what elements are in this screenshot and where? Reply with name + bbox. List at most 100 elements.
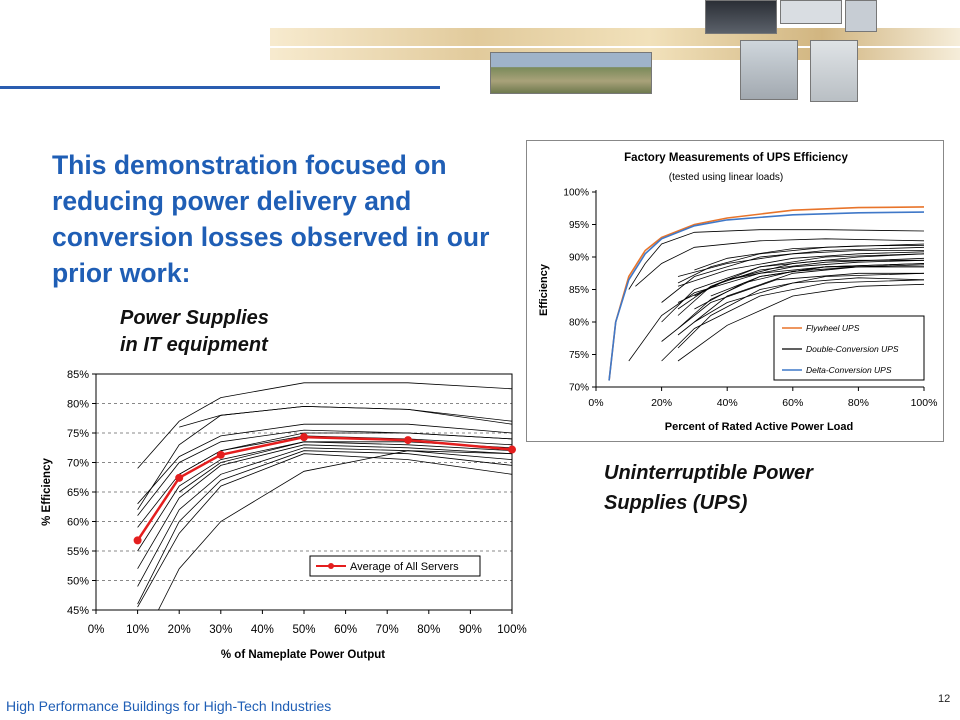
ups-y-tick-label: 100% [563, 188, 589, 199]
ups-double-line [635, 238, 925, 287]
ps-server-line [137, 444, 513, 569]
ps-legend-marker [328, 563, 334, 569]
ups-double-line [677, 251, 925, 287]
ps-x-tick-labels: 0% 10% 20% 30% 40% 50% 60% 70% 80% 90% 100% [88, 610, 527, 636]
ups-double-line [677, 257, 925, 310]
banner-photo-lab [780, 0, 842, 24]
ups-efficiency-chart: Factory Measurements of UPS Efficiency (… [526, 140, 944, 442]
ps-server-line [137, 441, 513, 552]
ups-double-line [677, 250, 924, 277]
ps-series-average-line [136, 435, 513, 542]
ps-average-series [133, 433, 516, 545]
banner-photo-equipment [845, 0, 877, 32]
it-equipment-label: Power Supplies in IT equipment [120, 305, 269, 359]
ups-x-tick-label: 100% [911, 397, 938, 409]
ps-x-tick-label: 100% [497, 624, 526, 636]
ups-legend: Flywheel UPS Double-Conversion UPS Delta… [773, 315, 925, 381]
ups-double-line [710, 263, 925, 297]
ups-x-axis-label: Percent of Rated Active Power Load [665, 421, 853, 433]
ps-y-tick-label: 70% [67, 458, 89, 470]
ps-legend: Average of All Servers [309, 555, 481, 577]
ps-average-point [216, 450, 225, 459]
ps-server-line [137, 405, 513, 510]
ups-legend-flywheel: Flywheel UPS [806, 323, 860, 333]
ps-y-tick-label: 75% [67, 428, 89, 440]
ups-label-line2: Supplies (UPS) [604, 492, 748, 514]
ups-double-line [677, 253, 925, 316]
ps-x-tick-label: 10% [126, 624, 149, 636]
ups-x-tick-label: 0% [588, 397, 603, 409]
ps-x-tick-label: 80% [417, 624, 440, 636]
ps-y-tick-label: 80% [67, 399, 89, 411]
ps-y-tick-label: 85% [67, 369, 89, 381]
banner-photo-worker [810, 40, 858, 102]
ups-y-tick-labels: 70% 75% 80% 85% 90% 95% 100% [563, 188, 596, 394]
ps-x-tick-label: 60% [334, 624, 357, 636]
ps-server-line [137, 423, 513, 505]
power-supply-efficiency-chart: 45% 50% 55% 60% 65% 70% 75% 80% 85% 0% 10% 20% 30% 4… [41, 369, 527, 661]
ups-y-tick-label: 90% [569, 253, 589, 264]
ps-x-tick-label: 50% [292, 624, 315, 636]
page-number: 12 [938, 693, 951, 705]
ps-x-tick-label: 30% [209, 624, 232, 636]
ups-series-lines [608, 206, 925, 381]
ps-legend-box [309, 555, 481, 577]
ps-y-tick-labels: 45% 50% 55% 60% 65% 70% 75% 80% 85% [67, 369, 96, 617]
ps-y-axis-label: % Efficiency [41, 458, 53, 526]
ups-y-tick-label: 95% [569, 220, 589, 231]
banner-photo-cleanroom [740, 40, 798, 100]
ps-server-line [137, 447, 513, 587]
ups-double-line [677, 253, 925, 303]
ups-double-line [661, 246, 925, 303]
ups-y-tick-label: 70% [569, 383, 589, 394]
ups-double-line [628, 229, 925, 290]
ps-server-line [179, 432, 513, 475]
ups-legend-delta: Delta-Conversion UPS [806, 365, 892, 375]
ps-x-tick-label: 70% [376, 624, 399, 636]
ps-legend-label: Average of All Servers [350, 561, 459, 573]
ps-server-line [137, 429, 513, 516]
ps-server-line [137, 453, 513, 608]
ups-double-line [677, 272, 925, 349]
ps-series-lines [137, 382, 513, 611]
ups-label-line1: Uninterruptible Power [604, 462, 813, 484]
ups-double-line [661, 279, 925, 362]
ps-server-line [179, 405, 513, 428]
ps-average-point [175, 473, 184, 482]
ps-y-tick-label: 45% [67, 605, 89, 617]
headline: This demonstration focused on reducing p… [52, 150, 490, 288]
ups-y-tick-label: 75% [569, 350, 589, 361]
it-label-line1: Power Supplies [120, 307, 269, 329]
ups-label: Uninterruptible Power Supplies (UPS) [604, 458, 813, 518]
ups-delta-line [608, 211, 925, 381]
ps-x-tick-label: 90% [459, 624, 482, 636]
ups-double-line [677, 266, 924, 336]
ps-y-tick-label: 65% [67, 487, 89, 499]
ps-server-line [137, 450, 513, 605]
ups-x-tick-labels: 0% 20% 40% 60% 80% 100% [588, 387, 937, 409]
ps-x-axis-label: % of Nameplate Power Output [221, 649, 385, 661]
ups-double-line [661, 272, 924, 342]
ups-y-tick-label: 85% [569, 285, 589, 296]
ups-legend-double: Double-Conversion UPS [806, 344, 899, 354]
ups-x-tick-label: 40% [717, 397, 738, 409]
ups-y-tick-label: 80% [569, 318, 589, 329]
ups-x-tick-label: 60% [782, 397, 803, 409]
ups-chart-title: Factory Measurements of UPS Efficiency [624, 152, 848, 164]
ups-x-tick-label: 20% [651, 397, 672, 409]
footer-text: High Performance Buildings for High-Tech… [6, 698, 332, 714]
ps-y-tick-label: 50% [67, 576, 89, 588]
ps-average-point [300, 433, 308, 442]
ps-x-tick-label: 20% [168, 624, 191, 636]
title-rule [0, 86, 440, 89]
ups-double-line [694, 244, 925, 271]
ups-x-tick-label: 80% [848, 397, 869, 409]
ps-y-tick-label: 60% [67, 517, 89, 529]
it-label-line2: in IT equipment [120, 334, 268, 356]
ps-average-point [404, 436, 412, 445]
banner-photo-campus [490, 52, 652, 94]
ps-y-tick-label: 55% [67, 546, 89, 558]
banner-photo-servers [705, 0, 777, 34]
ps-x-tick-label: 40% [251, 624, 274, 636]
ps-server-line [158, 450, 513, 611]
